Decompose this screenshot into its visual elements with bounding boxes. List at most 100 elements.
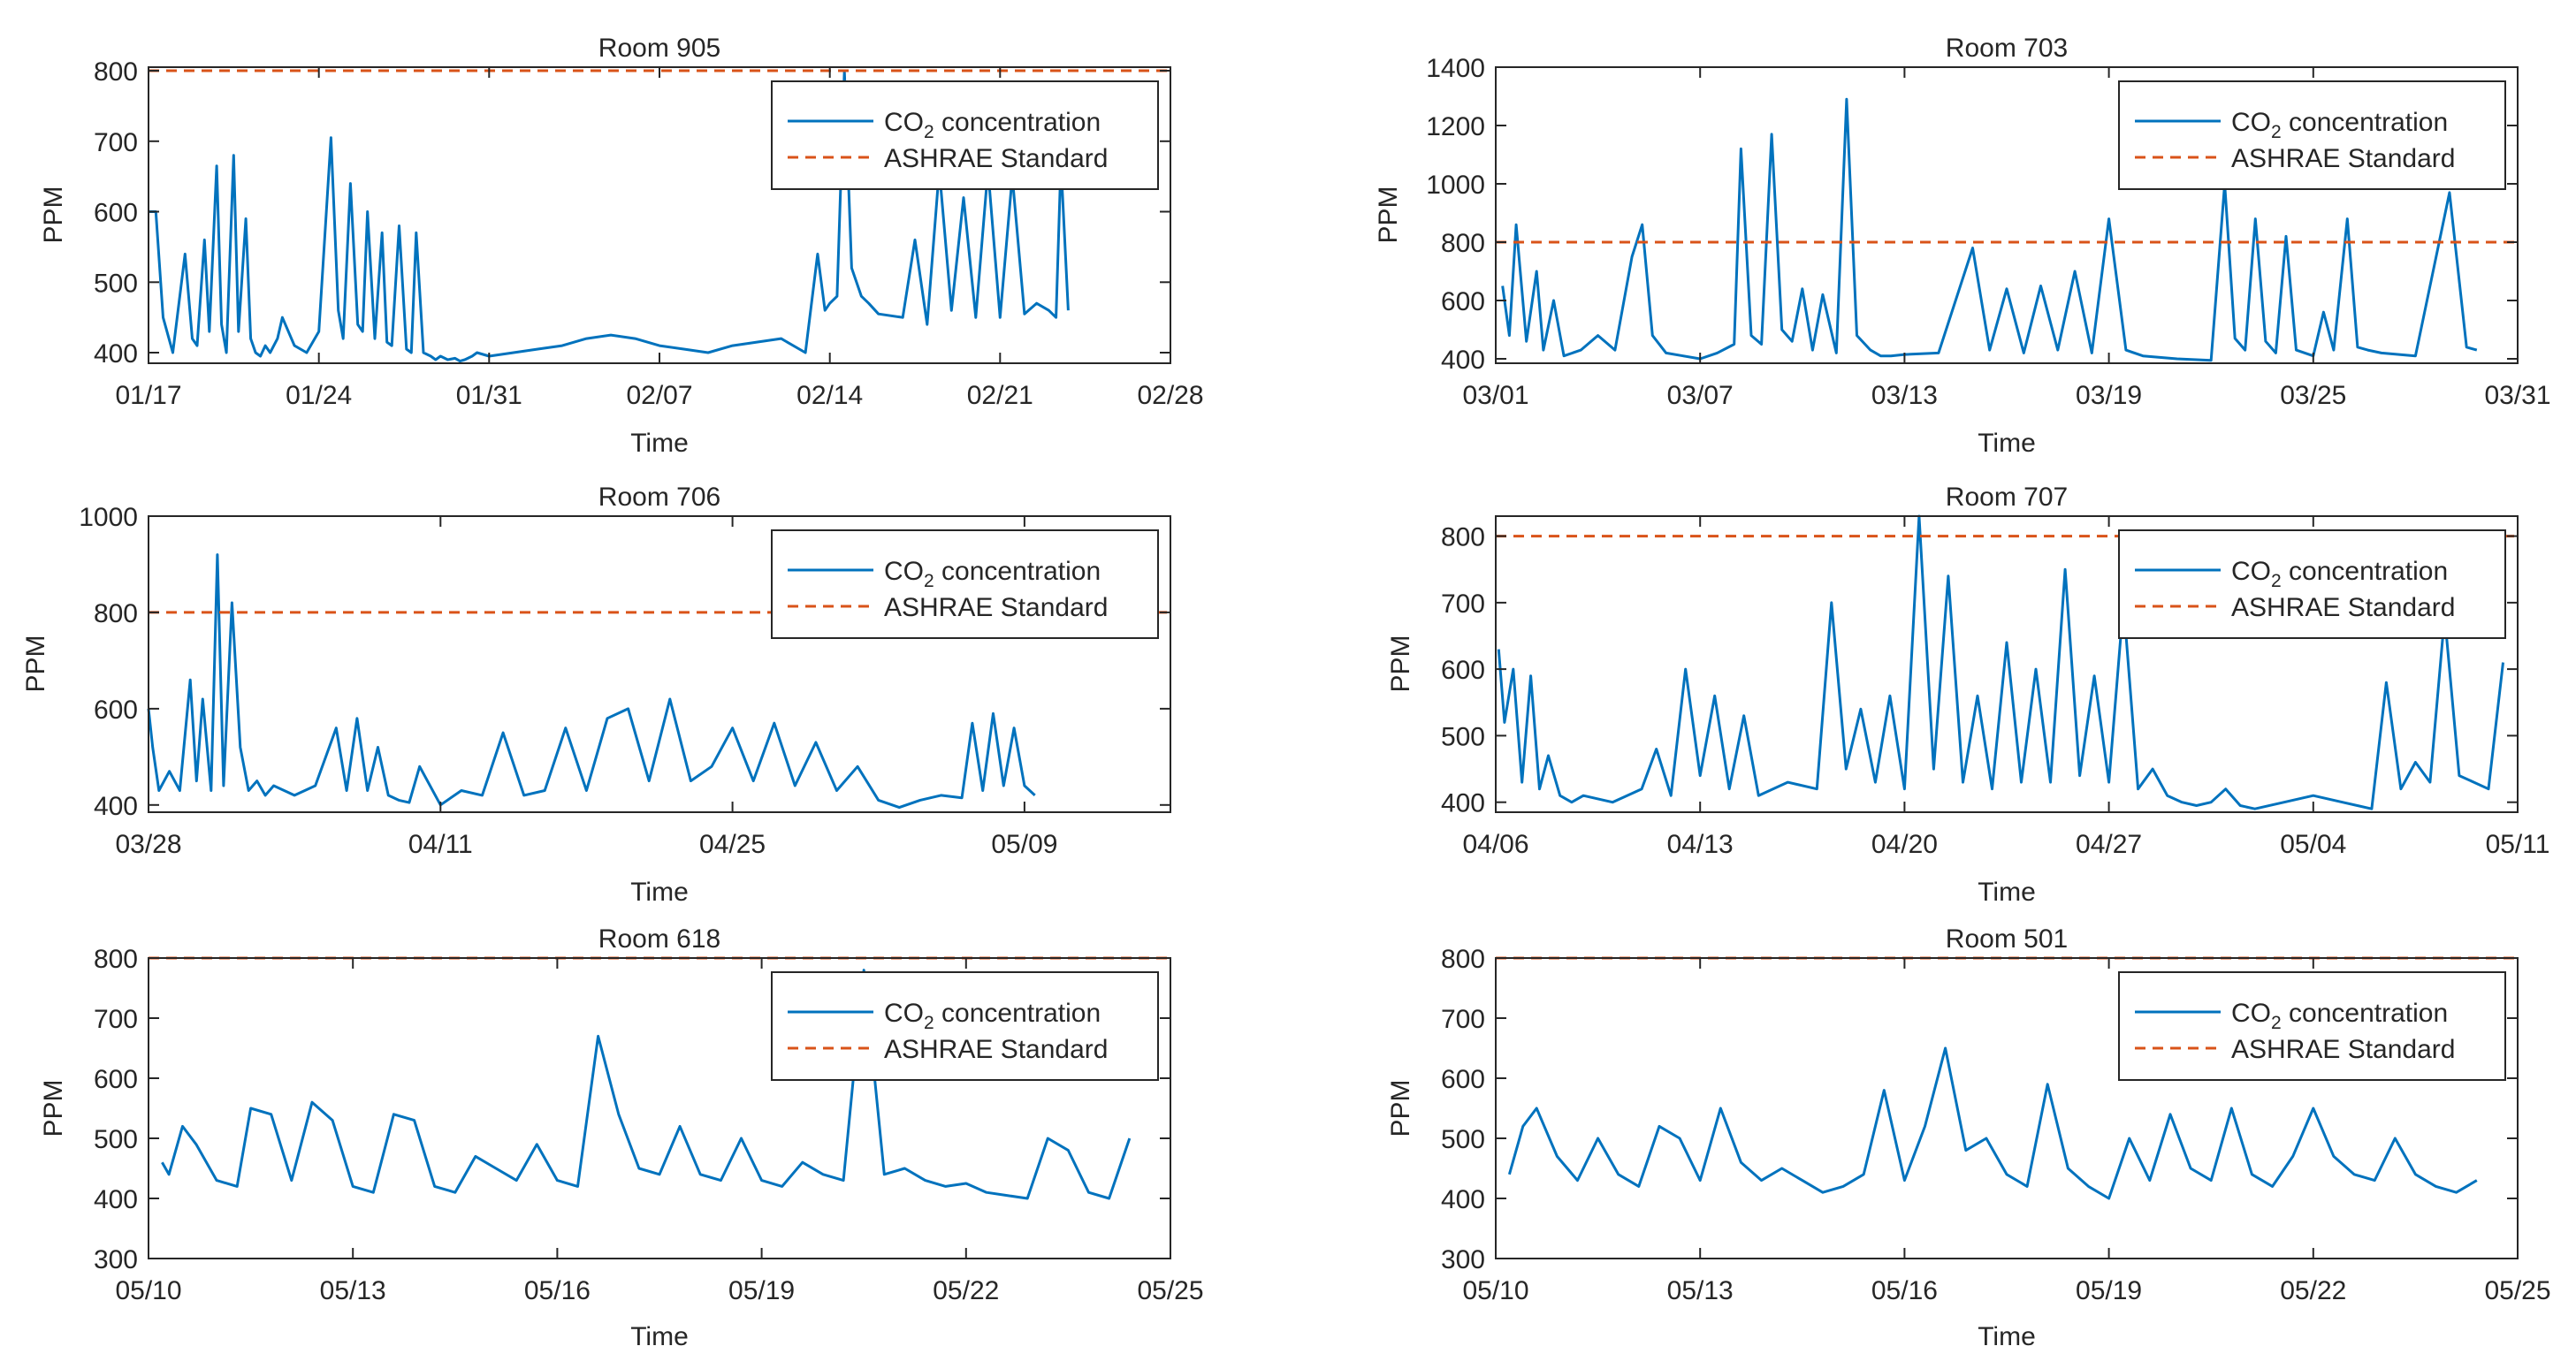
- legend-ashrae-label: ASHRAE Standard: [2231, 144, 2455, 173]
- y-axis-ticks: 400 600 800 1000 1200 1400: [1426, 54, 2518, 375]
- x-tick-label: 04/27: [2076, 830, 2142, 859]
- legend-ashrae-label: ASHRAE Standard: [2231, 1035, 2455, 1064]
- legend: CO2 concentration ASHRAE Standard: [771, 971, 1159, 1081]
- legend: CO2 concentration ASHRAE Standard: [771, 80, 1159, 190]
- legend-co2-label: CO2 concentration: [884, 557, 1101, 591]
- y-tick-label: 600: [1441, 1065, 1485, 1094]
- y-tick-label: 500: [94, 269, 138, 298]
- x-tick-label: 03/31: [2484, 381, 2550, 410]
- legend-ashrae-label: ASHRAE Standard: [884, 144, 1108, 173]
- x-axis-label: Time: [630, 429, 689, 458]
- x-tick-label: 05/19: [728, 1276, 795, 1305]
- x-tick-label: 05/10: [1462, 1276, 1528, 1305]
- legend-co2-label: CO2 concentration: [884, 108, 1101, 142]
- legend-ashrae-label: ASHRAE Standard: [884, 1035, 1108, 1064]
- y-tick-label: 800: [94, 599, 138, 628]
- chart-title: Room 618: [598, 924, 720, 954]
- y-tick-label: 400: [94, 792, 138, 821]
- x-tick-label: 02/28: [1137, 381, 1203, 410]
- x-axis-label: Time: [630, 878, 689, 907]
- x-tick-label: 05/22: [2280, 1276, 2346, 1305]
- y-axis-label: PPM: [1386, 635, 1415, 692]
- y-tick-label: 700: [94, 1005, 138, 1034]
- legend-ashrae-label: ASHRAE Standard: [884, 593, 1108, 622]
- y-tick-label: 700: [1441, 1005, 1485, 1034]
- legend-box: [771, 80, 1159, 190]
- panel-room-618: Room 618 05/10 05/13 05/16 05/19 05/22 05/25 …: [39, 924, 1204, 1351]
- plot-area: [1496, 97, 2518, 362]
- y-tick-label: 400: [1441, 789, 1485, 818]
- y-tick-label: 600: [1441, 287, 1485, 316]
- y-tick-label: 600: [1441, 656, 1485, 685]
- y-tick-label: 500: [94, 1125, 138, 1154]
- x-tick-label: 05/16: [524, 1276, 591, 1305]
- x-axis-ticks: 03/28 04/11 04/25 05/09: [115, 516, 1057, 859]
- x-axis-ticks: 04/06 04/13 04/20 04/27 05/04 05/11: [1462, 516, 2549, 859]
- y-axis-ticks: 400 500 600 700 800: [94, 57, 1170, 369]
- axes-box: [1495, 515, 2519, 813]
- x-tick-label: 01/31: [456, 381, 522, 410]
- x-tick-label: 01/24: [286, 381, 352, 410]
- legend-box: [771, 971, 1159, 1081]
- y-axis-ticks: 300 400 500 600 700 800: [1441, 945, 2518, 1274]
- y-tick-label: 1200: [1426, 112, 1485, 141]
- x-tick-label: 05/25: [2484, 1276, 2550, 1305]
- y-tick-label: 400: [1441, 346, 1485, 375]
- y-tick-label: 400: [94, 339, 138, 369]
- x-tick-label: 02/07: [626, 381, 692, 410]
- panel-room-706: Room 706 03/28 04/11 04/25 05/09 400 600 800 1…: [21, 483, 1171, 907]
- x-tick-label: 04/06: [1462, 830, 1528, 859]
- x-axis-ticks: 05/10 05/13 05/16 05/19 05/22 05/25: [1462, 958, 2551, 1305]
- x-tick-label: 04/11: [408, 830, 473, 859]
- legend: CO2 concentration ASHRAE Standard: [771, 529, 1159, 639]
- y-tick-label: 600: [94, 199, 138, 228]
- x-tick-label: 05/13: [1667, 1276, 1734, 1305]
- chart-title: Room 706: [598, 483, 720, 512]
- x-axis-label: Time: [1978, 1322, 2036, 1351]
- panel-room-703: Room 703 03/01 03/07 03/13 03/19 03/25 03/31 …: [1374, 34, 2551, 458]
- chart-title: Room 501: [1946, 924, 2068, 954]
- y-tick-label: 500: [1441, 1125, 1485, 1154]
- x-tick-label: 05/19: [2076, 1276, 2142, 1305]
- co2-series-line: [1501, 97, 2478, 362]
- x-axis-label: Time: [1978, 429, 2036, 458]
- legend-box: [771, 529, 1159, 639]
- x-tick-label: 03/07: [1667, 381, 1734, 410]
- y-tick-label: 800: [1441, 229, 1485, 258]
- x-axis-ticks: 03/01 03/07 03/13 03/19 03/25 03/31: [1462, 67, 2551, 410]
- y-axis-label: PPM: [39, 186, 68, 243]
- x-tick-label: 05/09: [991, 830, 1057, 859]
- y-tick-label: 700: [1441, 589, 1485, 619]
- x-tick-label: 03/25: [2280, 381, 2346, 410]
- x-tick-label: 04/13: [1667, 830, 1734, 859]
- chart-title: Room 707: [1946, 483, 2068, 512]
- x-axis-label: Time: [630, 1322, 689, 1351]
- panel-room-501: Room 501 05/10 05/13 05/16 05/19 05/22 05/25 …: [1386, 924, 2551, 1351]
- y-tick-label: 600: [94, 696, 138, 725]
- x-tick-label: 03/13: [1871, 381, 1938, 410]
- legend-box: [2118, 80, 2506, 190]
- y-axis-ticks: 400 500 600 700 800: [1441, 523, 2518, 818]
- co2-series-line: [161, 969, 1132, 1200]
- legend: CO2 concentration ASHRAE Standard: [2118, 529, 2506, 639]
- panel-room-707: Room 707 04/06 04/13 04/20 04/27 05/04 05/11 …: [1386, 483, 2549, 907]
- x-tick-label: 03/01: [1462, 381, 1528, 410]
- x-tick-label: 03/28: [115, 830, 181, 859]
- y-tick-label: 600: [94, 1065, 138, 1094]
- legend-box: [2118, 529, 2506, 639]
- legend-co2-label: CO2 concentration: [884, 999, 1101, 1033]
- y-tick-label: 300: [94, 1245, 138, 1274]
- y-tick-label: 500: [1441, 722, 1485, 751]
- y-tick-label: 700: [94, 128, 138, 157]
- x-tick-label: 05/04: [2280, 830, 2346, 859]
- axes-box: [148, 515, 1171, 813]
- x-axis-ticks: 05/10 05/13 05/16 05/19 05/22 05/25: [115, 958, 1204, 1305]
- x-tick-label: 01/17: [115, 381, 181, 410]
- legend-co2-label: CO2 concentration: [2231, 999, 2448, 1033]
- legend: CO2 concentration ASHRAE Standard: [2118, 80, 2506, 190]
- axes-box: [148, 957, 1171, 1259]
- co2-series-line: [1497, 514, 2504, 810]
- x-tick-label: 05/11: [2486, 830, 2550, 859]
- y-axis-label: PPM: [39, 1079, 68, 1137]
